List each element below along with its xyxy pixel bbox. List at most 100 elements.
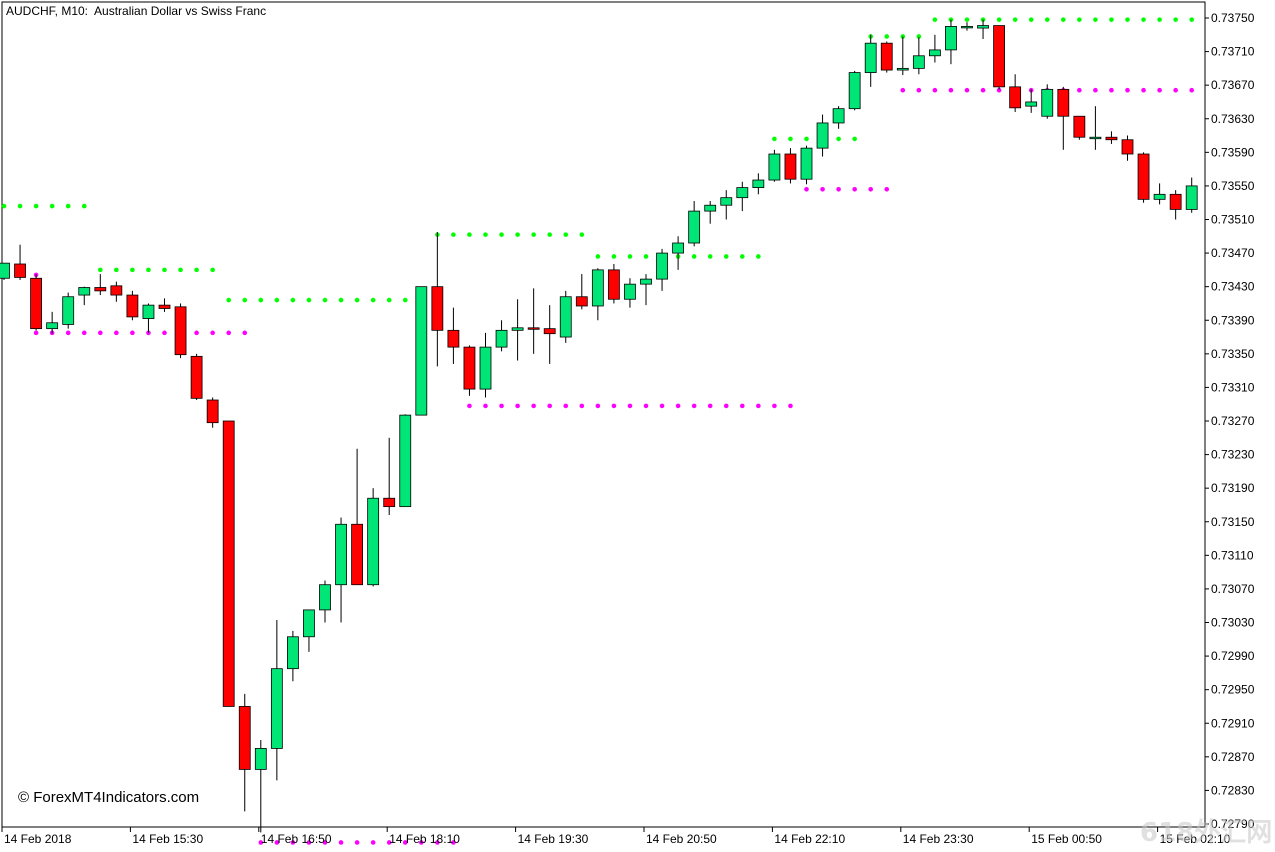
resistance-level-dot — [114, 267, 119, 273]
candle — [929, 34, 941, 63]
resistance-level-dot — [306, 297, 312, 303]
resistance-level — [98, 267, 215, 273]
bear-candle-body — [1169, 193, 1182, 210]
candle — [977, 19, 989, 39]
bull-candle-body — [832, 108, 845, 124]
candle — [752, 173, 765, 195]
candle — [624, 278, 636, 308]
bear-candle-body — [351, 523, 364, 586]
bull-candle-body — [0, 262, 10, 279]
support-level-dot — [81, 330, 87, 336]
candle — [158, 298, 171, 312]
support-level-dot — [675, 403, 681, 409]
candle — [142, 303, 155, 333]
candle — [463, 345, 476, 396]
support-level-dot — [884, 186, 890, 192]
candle — [222, 420, 235, 707]
resistance-level — [868, 34, 922, 39]
candle — [1057, 86, 1070, 150]
bear-candle-body — [784, 153, 797, 180]
bull-candle-body — [704, 204, 717, 212]
bull-candle-body — [286, 636, 299, 670]
price-axis: 0.73750 0.73710 0.73670 0.73630 0.73590 0.735… — [1205, 11, 1255, 831]
bull-candle-body — [1025, 101, 1038, 107]
price-tick-label: 0.73510 — [1211, 213, 1255, 227]
candle — [1073, 115, 1086, 140]
candle — [543, 305, 556, 364]
resistance-level-dot — [33, 203, 39, 209]
watermark-text: © ForexMT4Indicators.com — [18, 789, 200, 806]
resistance-level-dot — [194, 267, 199, 273]
bull-candle-body — [78, 287, 91, 296]
resistance-level-dot — [804, 136, 809, 142]
bear-candle-body — [1057, 88, 1070, 117]
support-level-dot — [964, 87, 970, 93]
candle — [190, 353, 203, 401]
bull-candle-body — [848, 72, 861, 110]
candle — [1105, 131, 1118, 144]
support-level-dot — [723, 403, 729, 409]
candle — [367, 488, 380, 587]
candle — [880, 41, 893, 73]
candle — [961, 22, 973, 31]
candle — [1121, 135, 1134, 161]
support-level-dot — [852, 186, 857, 192]
candle — [1153, 183, 1166, 205]
support-level-dot — [354, 840, 360, 845]
resistance-level-dot — [49, 203, 55, 209]
bull-candle-body — [479, 346, 492, 390]
resistance-level-dot — [916, 34, 922, 39]
bull-candle-body — [270, 668, 283, 749]
candle — [319, 580, 331, 623]
resistance-level-dot — [483, 232, 488, 237]
support-level-dot — [756, 403, 761, 409]
price-tick-label: 0.73750 — [1211, 11, 1255, 25]
candle — [110, 281, 123, 302]
candle — [575, 274, 588, 310]
support-level-dot — [659, 403, 665, 409]
symbol-label: AUDCHF, M10: — [6, 4, 89, 18]
time-tick-label: 14 Feb 22:10 — [774, 832, 845, 846]
support-level-dot — [402, 840, 408, 845]
resistance-level-dot — [1061, 17, 1066, 22]
bull-candle-body — [1089, 136, 1102, 140]
resistance-level-dot — [210, 267, 215, 273]
bull-candle-body — [896, 67, 909, 71]
bull-candle-body — [736, 187, 749, 199]
price-tick-label: 0.73270 — [1211, 414, 1255, 428]
support-level-dot — [370, 840, 376, 845]
support-level-dot — [980, 87, 986, 93]
support-level-dot — [194, 330, 199, 336]
candle — [238, 693, 251, 812]
candles-layer — [0, 19, 1198, 833]
bull-candle-body — [945, 25, 957, 51]
time-tick-label: 14 Feb 23:30 — [903, 832, 974, 846]
resistance-level-dot — [772, 136, 777, 142]
bull-candle-body — [640, 278, 652, 285]
resistance-level-dot — [499, 232, 504, 237]
resistance-level-dot — [996, 17, 1002, 22]
resistance-level-dot — [1093, 17, 1098, 22]
resistance-level-dot — [1109, 17, 1114, 22]
resistance-level-dot — [611, 254, 617, 259]
bull-candle-body — [495, 329, 508, 348]
candle — [945, 19, 957, 65]
resistance-level-dot — [563, 232, 569, 237]
support-level-dot — [419, 840, 424, 845]
candle — [800, 145, 813, 185]
candle — [335, 517, 347, 623]
candle — [559, 290, 572, 343]
resistance-level-dot — [242, 297, 248, 303]
price-tick-label: 0.72990 — [1211, 649, 1255, 663]
bear-candle-body — [993, 25, 1005, 88]
bear-candle-body — [238, 706, 251, 770]
resistance-level-dot — [1157, 17, 1162, 22]
candle — [720, 190, 733, 220]
support-level-dot — [290, 840, 296, 845]
resistance-level-dot — [1125, 17, 1130, 22]
support-level-dot — [740, 403, 745, 409]
price-tick-label: 0.73350 — [1211, 347, 1255, 361]
candle — [174, 303, 187, 359]
candle — [399, 414, 412, 508]
